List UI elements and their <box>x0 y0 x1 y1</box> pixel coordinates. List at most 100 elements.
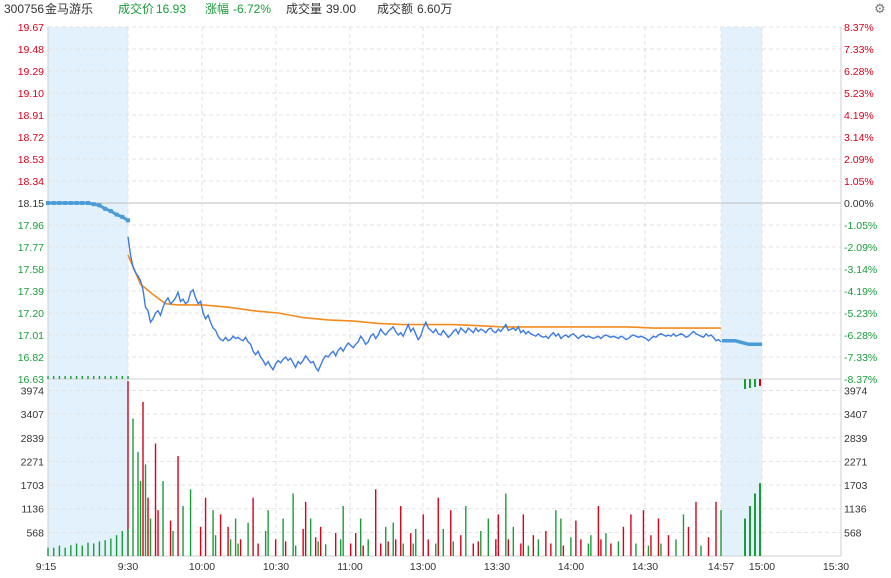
volume-bar <box>314 537 317 556</box>
volume-bar <box>415 528 417 556</box>
percent-tick-label: 5.23% <box>844 88 874 100</box>
volume-bar <box>177 456 179 556</box>
pre-auction-volume-bar <box>75 543 78 556</box>
volume-bar <box>324 544 327 556</box>
volume-bar <box>292 493 294 556</box>
pre-auction-volume-bar <box>47 547 49 556</box>
price-tick-label: 17.39 <box>18 286 44 298</box>
price-tick-label: 16.63 <box>18 374 44 386</box>
volume-bar <box>682 514 685 556</box>
volume-bar <box>472 543 474 556</box>
percent-tick-label: -8.37% <box>844 374 877 386</box>
close-auction-tick-bar <box>754 379 756 387</box>
percent-tick-label: -1.05% <box>844 220 877 232</box>
pre-auction-point <box>114 212 119 217</box>
volume-bar <box>234 518 237 556</box>
volume-tick-label: 1136 <box>21 504 44 516</box>
volume-bar <box>605 533 607 556</box>
time-tick-label: 10:30 <box>263 561 289 573</box>
volume-bar <box>139 481 142 556</box>
volume-bar <box>570 537 572 556</box>
price-tick-label: 17.20 <box>18 308 44 320</box>
volume-bar <box>247 522 249 556</box>
price-value: 16.93 <box>156 2 187 16</box>
volume-bar <box>575 520 577 556</box>
price-tick-label: 19.10 <box>18 88 44 100</box>
pre-auction-point <box>126 218 130 223</box>
volume-bar <box>182 506 184 556</box>
price-line <box>127 236 722 373</box>
volume-bar <box>642 510 645 556</box>
pre-auction-tick-bar <box>110 376 112 379</box>
volume-tick-label: 3974 <box>844 385 868 397</box>
time-axis: 9:15 9:30 10:00 10:30 11:00 13:00 13:30 14:00 14… <box>36 561 850 573</box>
pre-auction-volume-bar <box>58 545 61 556</box>
volume-bar <box>480 531 482 556</box>
volume-bar <box>522 514 525 556</box>
volume-bar <box>622 526 625 556</box>
price-tick-label: 17.58 <box>18 264 44 276</box>
percent-tick-label: 7.33% <box>844 44 874 56</box>
time-tick-label: 10:00 <box>189 561 215 573</box>
volume-bar <box>555 510 557 556</box>
percent-tick-label: 0.00% <box>844 198 874 210</box>
pre-auction-tick-bar <box>64 376 66 379</box>
time-tick-label: 13:00 <box>410 561 436 573</box>
volume-bar <box>362 545 364 556</box>
pre-auction-volume-bar <box>81 545 83 556</box>
volume-bar <box>590 535 592 556</box>
volume-bar <box>354 533 357 556</box>
pre-auction-volume-bar <box>87 542 89 556</box>
volume-bar <box>537 539 540 556</box>
volume-bar <box>452 541 454 556</box>
volume-bar <box>239 539 242 556</box>
pre-auction-volume-bar <box>98 541 101 556</box>
pre-auction-tick-bar <box>70 376 72 379</box>
pre-auction-volume-bar <box>110 538 112 556</box>
pre-auction-volume-bar <box>53 547 55 556</box>
volume-bar <box>505 493 507 556</box>
volume-bar <box>204 497 207 556</box>
volume-bar <box>334 533 337 556</box>
volume-bar <box>189 489 192 556</box>
volume-bar <box>600 539 602 556</box>
pre-auction-point <box>63 201 68 205</box>
pre-auction-tick-bar <box>115 376 118 379</box>
volume-bar <box>497 514 500 556</box>
volume-bar <box>707 537 710 556</box>
volume-bar <box>375 489 377 556</box>
volume-bar <box>450 510 452 556</box>
gear-icon[interactable]: ⚙ <box>874 1 886 16</box>
volume-bar <box>339 539 342 556</box>
price-axis: 19.67 19.48 19.29 19.10 18.91 18.72 18.53 18.34… <box>18 22 44 386</box>
volume-tick-label: 2839 <box>844 433 868 445</box>
close-auction-tick-bar <box>744 379 746 389</box>
price-label: 成交价 <box>118 2 155 16</box>
pre-auction-point <box>74 201 79 205</box>
pre-auction-tick-bar <box>93 376 95 379</box>
volume-bar <box>512 526 515 556</box>
volume-bar <box>477 541 479 556</box>
time-tick-label: 14:57 <box>708 561 734 573</box>
volume-bar <box>227 526 229 556</box>
volume-bar <box>149 518 152 556</box>
pre-auction-tick-bar <box>53 376 55 379</box>
price-tick-label: 17.01 <box>18 330 44 342</box>
volume-bar <box>359 518 362 556</box>
price-tick-label: 18.91 <box>18 110 44 122</box>
volume-bar <box>252 497 254 556</box>
time-tick-label: 14:00 <box>558 561 584 573</box>
percent-tick-label: 3.14% <box>844 132 874 144</box>
price-tick-label: 18.72 <box>18 132 44 144</box>
volume-tick-label: 568 <box>844 527 862 539</box>
close-auction-volume-bar <box>749 506 751 556</box>
percent-tick-label: -5.23% <box>844 308 877 320</box>
volume-bar <box>507 539 510 556</box>
volume-bar <box>720 510 722 556</box>
volume-axis: 3974 3974 3407 3407 2839 2839 2271 2271 1703 1703… <box>21 385 868 539</box>
volume-bar <box>520 543 522 556</box>
volume-bar <box>395 539 397 556</box>
volume-bar <box>715 501 717 556</box>
volume-tick-label: 3407 <box>844 409 868 421</box>
